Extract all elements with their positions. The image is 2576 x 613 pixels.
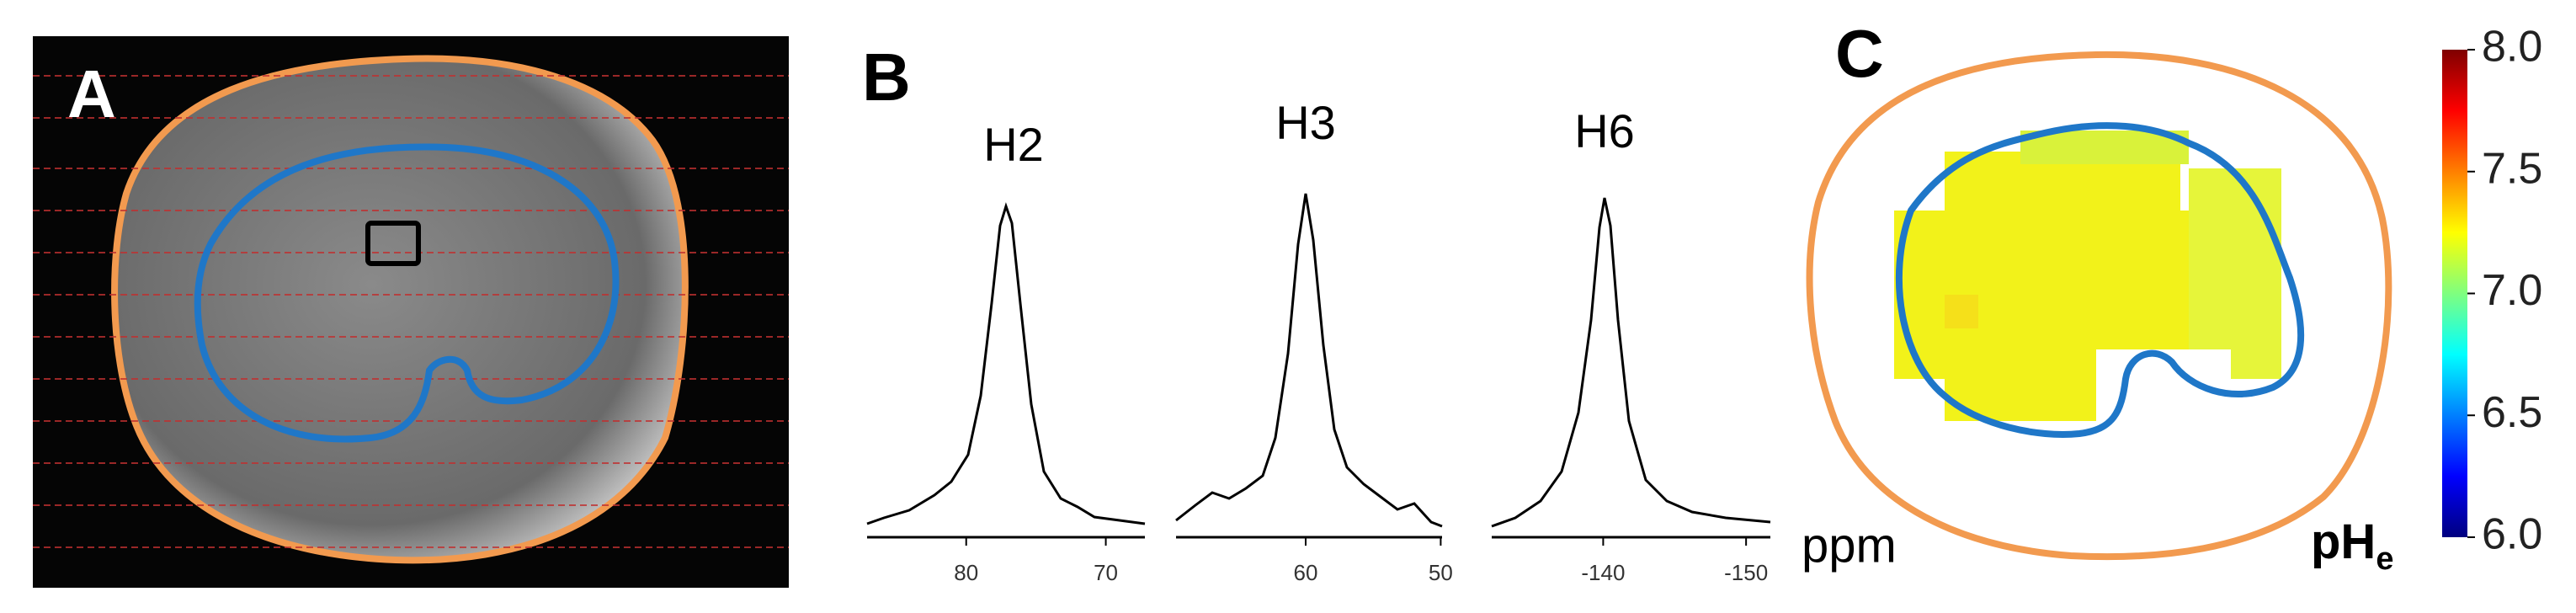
x-tick-label: 60 [1294, 560, 1318, 585]
spectrum [1175, 193, 1443, 528]
spectrum-title: H3 [1275, 96, 1336, 149]
inner-contour [1895, 122, 2305, 438]
colorbar-ticks: 6.0 6.5 7.0 7.5 8.0 [2467, 23, 2542, 559]
x-tick-label: -140 [1581, 560, 1625, 585]
panel-b: B H2 80 70 H3 60 50 H6 -140 -150 ppm [862, 40, 1897, 585]
colorbar-tick-label: 7.5 [2482, 144, 2542, 193]
inner-contour [194, 143, 620, 443]
colorbar-tick-label: 6.5 [2482, 388, 2542, 437]
spectrum [866, 202, 1146, 525]
colorbar [2442, 50, 2467, 537]
x-tick-label: 70 [1094, 560, 1118, 585]
spectrum [1491, 197, 1771, 528]
panel-label: C [1835, 16, 1884, 91]
ph-map [1894, 131, 2281, 421]
x-tick-label: -150 [1724, 560, 1768, 585]
panel-a: A [33, 36, 789, 588]
selected-voxel [365, 221, 421, 266]
spectra-axes: H2 80 70 H3 60 50 H6 -140 -150 [867, 96, 1770, 585]
panel-label: A [67, 56, 116, 131]
colorbar-label-sub: e [2376, 541, 2393, 577]
colorbar-tick-label: 8.0 [2482, 23, 2542, 72]
colorbar-tick-label: 7.0 [2482, 266, 2542, 315]
colorbar-label-base: pH [2311, 514, 2376, 569]
x-axis-label: ppm [1802, 518, 1897, 573]
outer-contour [1806, 51, 2392, 561]
spectrum-title: H2 [983, 118, 1044, 171]
spectrum-title: H6 [1574, 104, 1635, 157]
spectral-grid [33, 75, 789, 548]
colorbar-label: pHe [2311, 514, 2393, 577]
outer-contour [111, 55, 689, 564]
x-tick-label: 50 [1429, 560, 1453, 585]
panel-label: B [862, 40, 911, 115]
panel-c: C 6.0 6.5 7.0 7.5 8.0 pHe [1806, 16, 2542, 577]
x-tick-label: 80 [954, 560, 978, 585]
colorbar-tick-label: 6.0 [2482, 510, 2542, 559]
